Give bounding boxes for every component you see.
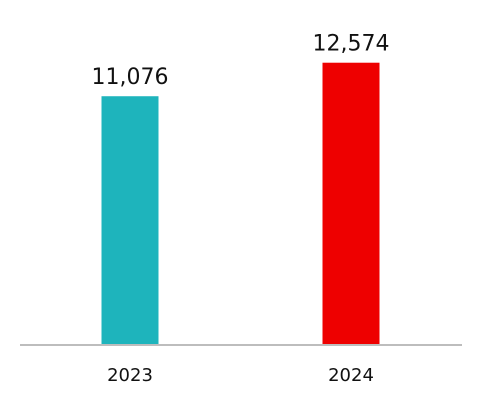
x-tick-label-2023: 2023 <box>107 365 153 386</box>
bar-2024 <box>322 62 380 344</box>
bar-2023 <box>101 96 159 345</box>
data-label-2023: 11,076 <box>92 65 169 90</box>
labels-layer: 11,076 2023 12,574 2024 <box>92 32 390 386</box>
bars-layer <box>101 62 380 345</box>
data-label-2024: 12,574 <box>313 32 390 57</box>
x-tick-label-2024: 2024 <box>328 365 374 386</box>
